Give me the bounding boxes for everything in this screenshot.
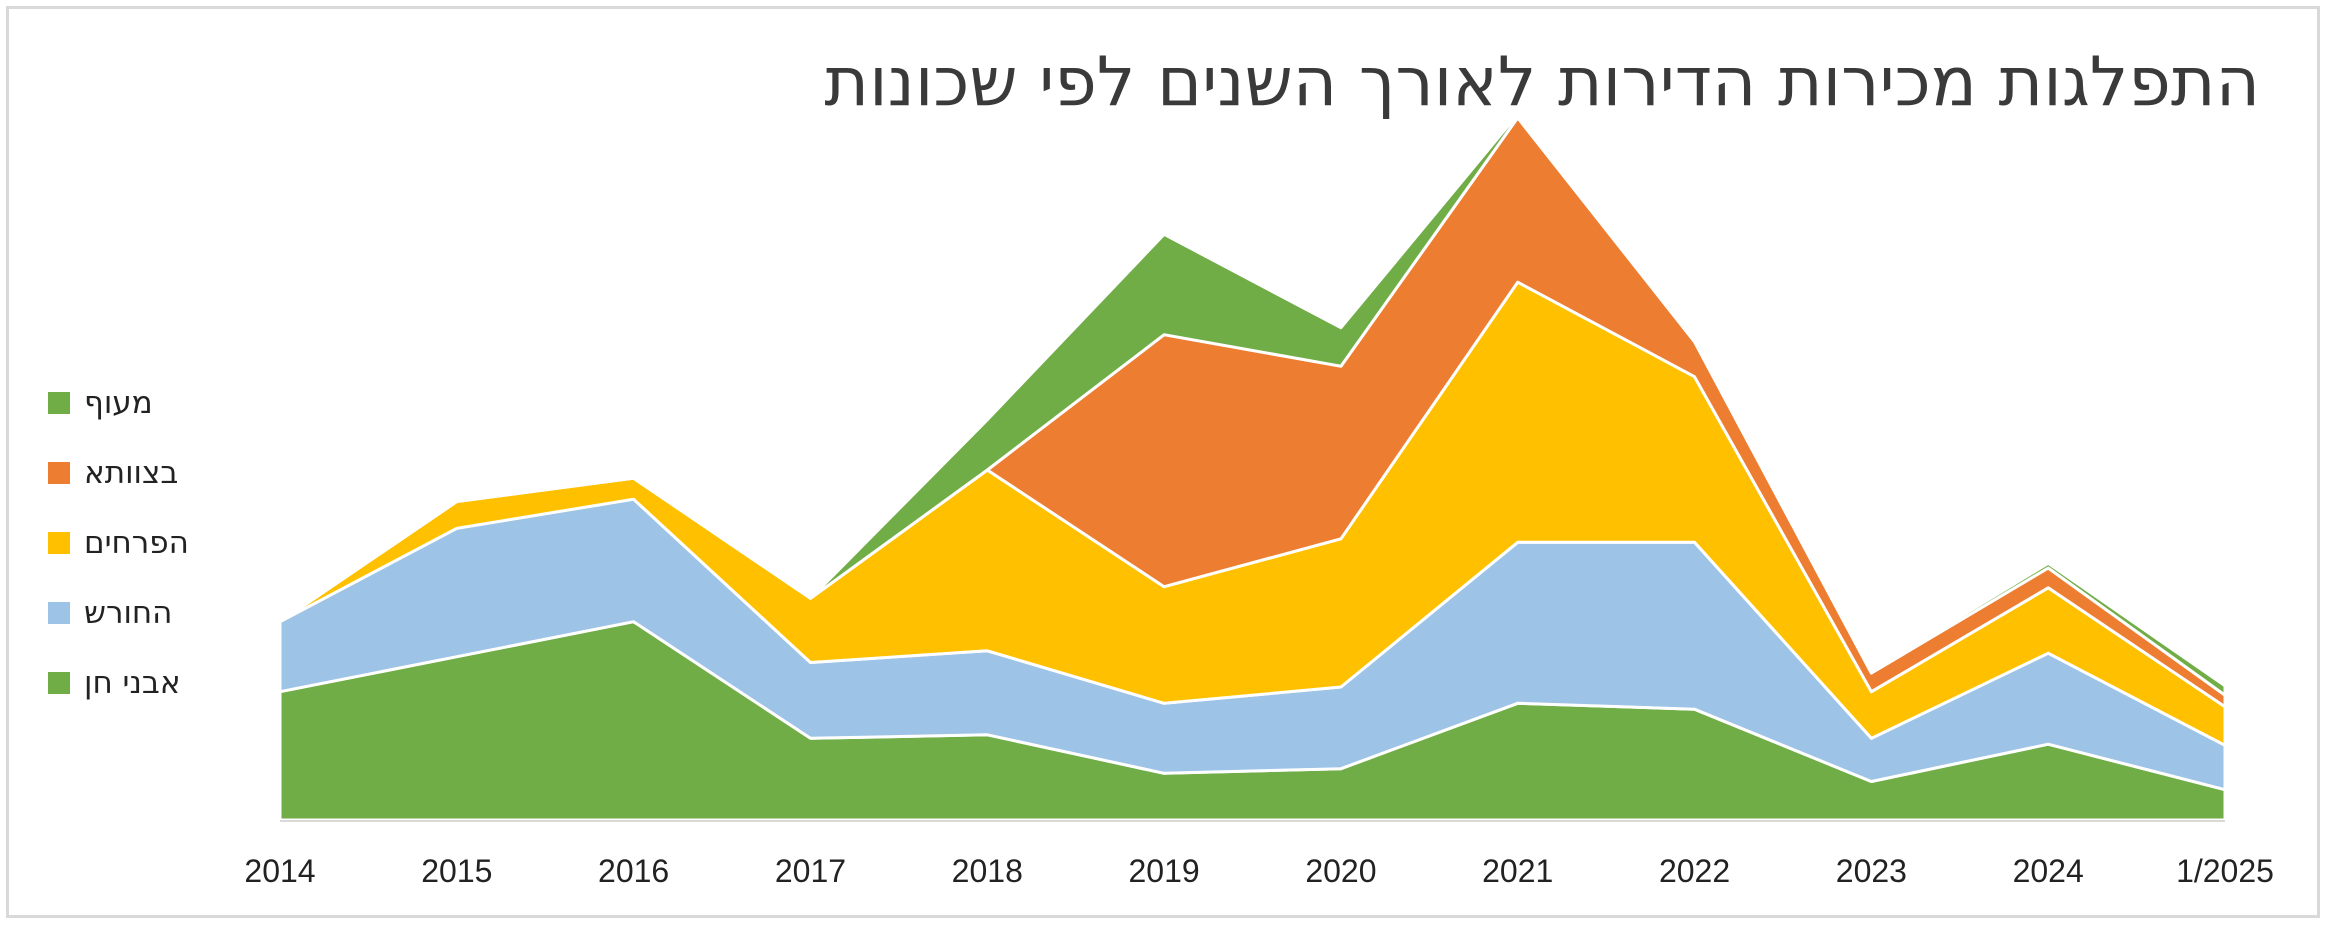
legend-swatch-hachoresh — [48, 602, 70, 624]
legend-swatch-betzavta — [48, 462, 70, 484]
legend-item-haprachim: הפרחים — [48, 508, 278, 578]
legend-swatch-haprachim — [48, 532, 70, 554]
x-tick-labels: 2014 2015 2016 2017 2018 2019 2020 2021 2022 2023… — [244, 853, 2274, 889]
legend-swatch-meof — [48, 392, 70, 414]
x-tick-label: 2019 — [1128, 853, 1199, 889]
x-tick-label: 2014 — [244, 853, 315, 889]
legend-label-betzavta: בצוותא — [84, 455, 179, 491]
legend-item-hachoresh: החורש — [48, 578, 278, 648]
area-series-4 — [278, 112, 2227, 697]
chart-title: התפלגות מכירות הדירות לאורך השנים לפי שכ… — [824, 43, 2260, 122]
x-tick-label: 1/2025 — [2176, 853, 2274, 889]
area-series-group — [278, 112, 2227, 822]
legend-label-hachoresh: החורש — [84, 595, 173, 631]
legend: מעוף בצוותא הפרחים החורש אבני חן — [48, 368, 278, 718]
legend-item-betzavta: בצוותא — [48, 438, 278, 508]
legend-item-meof: מעוף — [48, 368, 278, 438]
x-tick-label: 2023 — [1836, 853, 1907, 889]
legend-label-meof: מעוף — [84, 385, 153, 421]
x-tick-label: 2024 — [2013, 853, 2084, 889]
x-tick-label: 2021 — [1482, 853, 1553, 889]
x-tick-label: 2016 — [598, 853, 669, 889]
x-tick-label: 2015 — [421, 853, 492, 889]
legend-label-avnei-chen: אבני חן — [84, 665, 181, 701]
x-tick-label: 2017 — [775, 853, 846, 889]
x-tick-label: 2018 — [952, 853, 1023, 889]
x-tick-label: 2022 — [1659, 853, 1730, 889]
x-tick-label: 2020 — [1305, 853, 1376, 889]
legend-swatch-avnei-chen — [48, 672, 70, 694]
legend-item-avnei-chen: אבני חן — [48, 648, 278, 718]
legend-label-haprachim: הפרחים — [84, 525, 189, 561]
